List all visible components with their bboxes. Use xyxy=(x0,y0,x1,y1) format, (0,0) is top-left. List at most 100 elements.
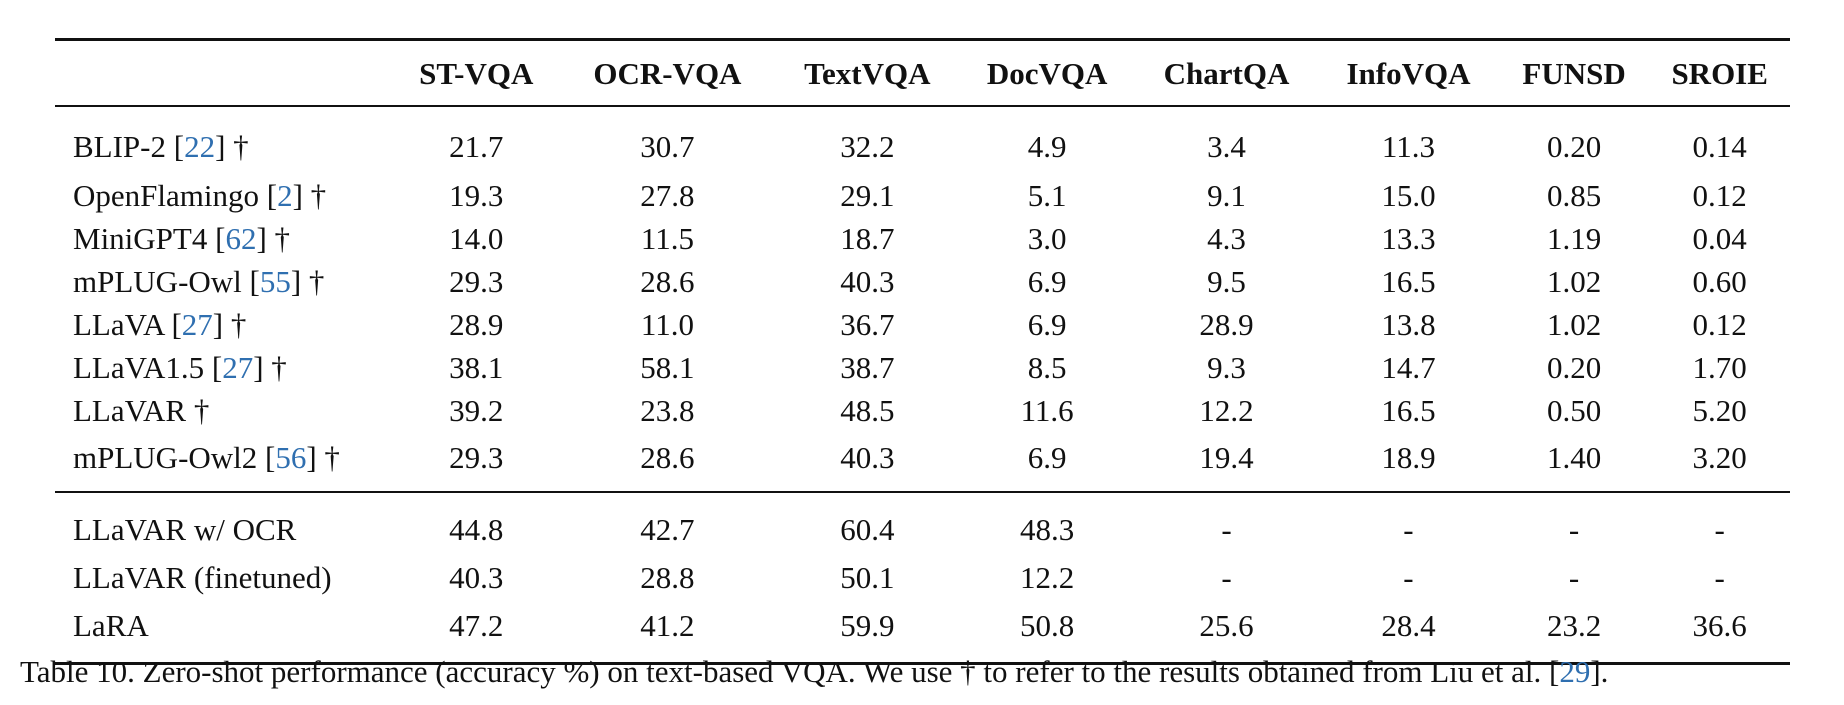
score-cell: - xyxy=(1221,512,1232,547)
method-suffix: ] † xyxy=(253,350,287,385)
score-cell: 11.3 xyxy=(1381,129,1435,164)
table-header-row: ST-VQA OCR-VQA TextVQA DocVQA ChartQA In… xyxy=(55,39,1790,107)
column-header: DocVQA xyxy=(986,55,1108,91)
score-cell: 36.6 xyxy=(1692,608,1747,643)
method-name: LLaVAR (finetuned) xyxy=(73,560,332,595)
score-cell: 4.3 xyxy=(1207,221,1246,256)
score-cell: 0.20 xyxy=(1546,129,1602,164)
score-cell: 3.20 xyxy=(1692,440,1747,475)
method-name-cell: LLaVA1.5 [27] † xyxy=(55,346,393,389)
score-cell: 6.9 xyxy=(1027,307,1067,342)
score-cell: 39.2 xyxy=(449,393,504,428)
score-cell: 23.8 xyxy=(640,393,695,428)
method-name-cell: mPLUG-Owl [55] † xyxy=(55,260,393,303)
method-name: BLIP-2 [ xyxy=(73,129,185,164)
table-row: LLaVAR (finetuned) 40.3 28.8 50.1 12.2 - - - - xyxy=(55,556,1790,599)
score-cell: 25.6 xyxy=(1199,608,1254,643)
score-cell: 1.02 xyxy=(1546,264,1602,299)
score-cell: 12.2 xyxy=(1020,560,1075,595)
score-cell: 18.9 xyxy=(1381,440,1436,475)
caption-end: ]. xyxy=(1590,654,1609,689)
score-cell: 28.9 xyxy=(449,307,504,342)
score-cell: 9.1 xyxy=(1207,178,1246,213)
score-cell: 9.5 xyxy=(1207,264,1246,299)
score-cell: 1.02 xyxy=(1546,307,1602,342)
score-cell: 1.19 xyxy=(1546,221,1602,256)
score-cell: 29.3 xyxy=(449,264,504,299)
score-cell: 50.8 xyxy=(1020,608,1075,643)
table-row: LLaVAR w/ OCR 44.8 42.7 60.4 48.3 - - - - xyxy=(55,492,1790,556)
citation-link[interactable]: 2 xyxy=(277,178,293,213)
score-cell: - xyxy=(1403,560,1414,595)
method-name: mPLUG-Owl [ xyxy=(73,264,260,299)
proposed-group: LLaVAR w/ OCR 44.8 42.7 60.4 48.3- - - - LLaVAR … xyxy=(55,492,1790,664)
citation-link[interactable]: 55 xyxy=(259,264,291,299)
citation-link[interactable]: 22 xyxy=(184,129,216,164)
score-cell: 0.60 xyxy=(1692,264,1747,299)
score-cell: - xyxy=(1714,512,1725,547)
score-cell: 29.1 xyxy=(840,178,895,213)
score-cell: 11.0 xyxy=(640,307,694,342)
citation-link[interactable]: 27 xyxy=(222,350,254,385)
score-cell: 0.50 xyxy=(1546,393,1602,428)
score-cell: 14.0 xyxy=(449,221,504,256)
score-cell: 6.9 xyxy=(1027,440,1067,475)
score-cell: - xyxy=(1403,512,1414,547)
score-cell: 21.7 xyxy=(449,129,504,164)
method-name: LLaVA1.5 [ xyxy=(73,350,223,385)
citation-link[interactable]: 62 xyxy=(225,221,257,256)
table-caption: Table 10. Zero-shot performance (accurac… xyxy=(20,654,1830,690)
score-cell: 11.6 xyxy=(1020,393,1074,428)
score-cell: 27.8 xyxy=(640,178,695,213)
score-cell: 40.3 xyxy=(449,560,504,595)
method-name: MiniGPT4 [ xyxy=(73,221,226,256)
score-cell: 13.3 xyxy=(1381,221,1436,256)
score-cell: 12.2 xyxy=(1199,393,1254,428)
score-cell: 16.5 xyxy=(1381,393,1436,428)
score-cell: 5.1 xyxy=(1027,178,1067,213)
score-cell: 0.14 xyxy=(1692,129,1747,164)
baseline-group: BLIP-2 [22] † 21.7 30.7 32.2 4.9 3.4 11.3 0.20 0… xyxy=(55,106,1790,492)
method-name-cell: LLaVAR w/ OCR xyxy=(55,492,393,556)
method-name-cell: LLaVAR † xyxy=(55,389,393,432)
score-cell: 6.9 xyxy=(1027,264,1067,299)
score-cell: 5.20 xyxy=(1692,393,1747,428)
score-cell: 15.0 xyxy=(1381,178,1436,213)
method-name-cell: LLaVAR (finetuned) xyxy=(55,556,393,599)
score-cell: 32.2 xyxy=(840,129,895,164)
table-row: LLaVAR † 39.2 23.8 48.5 11.6 12.2 16.5 0.50 5.20 xyxy=(55,389,1790,432)
score-cell: 8.5 xyxy=(1027,350,1067,385)
score-cell: 3.4 xyxy=(1207,129,1246,164)
score-cell: 18.7 xyxy=(840,221,895,256)
method-name: LaRA xyxy=(73,608,149,643)
citation-link[interactable]: 56 xyxy=(275,440,307,475)
table-row: mPLUG-Owl2 [56] † 29.3 28.6 40.3 6.9 19.4 18.9… xyxy=(55,432,1790,492)
citation-link[interactable]: 27 xyxy=(181,307,213,342)
method-column-header xyxy=(55,40,393,107)
method-name: mPLUG-Owl2 [ xyxy=(73,440,276,475)
column-header: SROIE xyxy=(1671,55,1768,91)
method-name-cell: MiniGPT4 [62] † xyxy=(55,217,393,260)
score-cell: 23.2 xyxy=(1546,608,1602,643)
score-cell: 16.5 xyxy=(1381,264,1436,299)
method-suffix: ] † xyxy=(290,264,325,299)
caption-citation: 29 xyxy=(1559,654,1591,689)
column-header: ChartQA xyxy=(1163,55,1290,91)
score-cell: 42.7 xyxy=(640,512,695,547)
score-cell: 29.3 xyxy=(449,440,504,475)
results-table-container: ST-VQA OCR-VQA TextVQA DocVQA ChartQA In… xyxy=(55,38,1790,665)
method-name: LLaVA [ xyxy=(73,307,182,342)
score-cell: 0.20 xyxy=(1546,350,1602,385)
score-cell: - xyxy=(1714,560,1725,595)
score-cell: 60.4 xyxy=(840,512,895,547)
method-name: OpenFlamingo [ xyxy=(73,178,278,213)
table-row: BLIP-2 [22] † 21.7 30.7 32.2 4.9 3.4 11.3 0.20 0… xyxy=(55,106,1790,174)
score-cell: 58.1 xyxy=(640,350,695,385)
score-cell: 14.7 xyxy=(1381,350,1436,385)
score-cell: 38.7 xyxy=(840,350,895,385)
column-header: InfoVQA xyxy=(1346,55,1471,91)
method-suffix: ] † xyxy=(212,307,247,342)
method-name-cell: BLIP-2 [22] † xyxy=(55,106,393,174)
method-name-cell: LaRA xyxy=(55,599,393,664)
score-cell: - xyxy=(1568,560,1580,595)
